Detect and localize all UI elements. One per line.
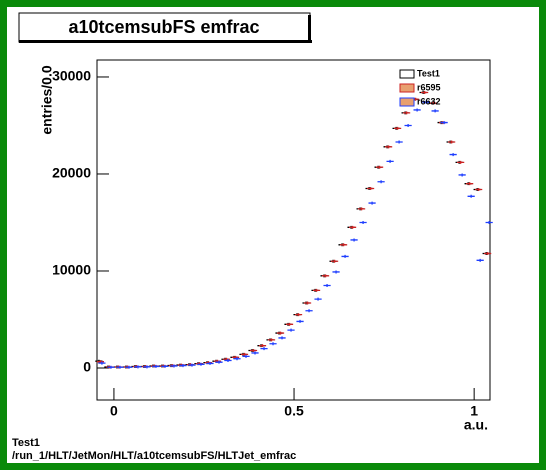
footer-text: /run_1/HLT/JetMon/HLT/a10tcemsubFS/HLTJe… xyxy=(12,450,296,462)
data-point xyxy=(278,336,286,340)
data-point xyxy=(125,365,133,369)
data-point xyxy=(107,365,115,369)
data-point xyxy=(430,101,438,105)
data-point xyxy=(258,344,267,348)
chart-title: a10tcemsubFS emfrac xyxy=(68,17,259,37)
data-point xyxy=(375,165,384,169)
data-point xyxy=(215,360,223,364)
data-point xyxy=(467,194,475,198)
footer-text: Test1 xyxy=(12,437,40,449)
legend-swatch xyxy=(399,83,415,93)
data-point xyxy=(485,220,493,224)
x-tick-label: 1 xyxy=(470,403,478,419)
data-point xyxy=(403,111,411,115)
data-point xyxy=(134,365,142,369)
x-tick-label: 0 xyxy=(110,403,118,419)
data-point xyxy=(395,140,403,144)
data-point xyxy=(152,364,160,368)
data-point xyxy=(458,173,466,177)
data-point xyxy=(368,201,376,205)
y-tick-label: 10000 xyxy=(52,262,91,278)
data-point xyxy=(341,254,349,258)
data-point xyxy=(296,319,304,323)
legend-swatch xyxy=(399,69,415,79)
legend-label: r6632 xyxy=(417,96,441,106)
data-point xyxy=(276,331,285,335)
data-point xyxy=(179,364,187,368)
data-point xyxy=(285,322,294,326)
data-point xyxy=(251,351,259,355)
y-tick-label: 30000 xyxy=(52,68,91,84)
data-point xyxy=(357,207,366,211)
data-point xyxy=(386,159,394,163)
data-point xyxy=(312,288,321,292)
data-point xyxy=(294,313,303,317)
plot-frame xyxy=(96,59,491,401)
legend-label: Test1 xyxy=(417,68,440,78)
data-point xyxy=(249,349,258,353)
data-point xyxy=(404,123,412,127)
data-point xyxy=(303,301,312,305)
data-point xyxy=(449,153,457,157)
x-tick-label: 0.5 xyxy=(284,403,304,419)
data-point xyxy=(431,109,439,113)
data-point xyxy=(116,365,124,369)
data-point xyxy=(466,182,474,186)
data-point xyxy=(475,188,483,192)
y-tick-label: 20000 xyxy=(52,165,91,181)
data-point xyxy=(242,354,250,358)
data-point xyxy=(348,225,357,229)
data-point xyxy=(98,361,106,365)
data-point xyxy=(143,365,151,369)
data-point xyxy=(233,357,241,361)
y-axis-label: entries/0.0 xyxy=(39,65,55,134)
data-point xyxy=(377,180,385,184)
data-point xyxy=(339,243,348,247)
data-point xyxy=(269,342,277,346)
data-point xyxy=(422,100,430,104)
data-point xyxy=(314,297,322,301)
data-point xyxy=(260,347,268,351)
legend-label: r6595 xyxy=(417,82,441,92)
data-point xyxy=(457,160,465,164)
data-point xyxy=(448,140,456,144)
title-shadow xyxy=(308,15,311,43)
data-point xyxy=(161,364,169,368)
data-point xyxy=(350,238,358,242)
data-point xyxy=(366,187,375,191)
data-point xyxy=(287,328,295,332)
x-axis-label: a.u. xyxy=(464,417,488,433)
data-point xyxy=(359,220,367,224)
data-point xyxy=(476,258,484,262)
data-point xyxy=(267,338,276,342)
data-point xyxy=(240,352,249,356)
data-point xyxy=(330,259,339,263)
title-shadow xyxy=(19,40,312,43)
data-point xyxy=(188,363,196,367)
y-tick-label: 0 xyxy=(83,359,91,375)
data-point xyxy=(321,274,330,278)
data-point xyxy=(323,284,331,288)
data-point xyxy=(305,309,313,313)
data-point xyxy=(394,126,402,130)
data-point xyxy=(413,108,421,112)
data-point xyxy=(332,270,340,274)
data-point xyxy=(421,90,429,94)
data-point xyxy=(197,362,205,366)
legend-swatch xyxy=(399,97,415,107)
data-point xyxy=(484,252,492,256)
data-point xyxy=(224,359,232,363)
data-point xyxy=(170,364,178,368)
data-point xyxy=(440,121,448,125)
canvas xyxy=(7,7,539,463)
data-point xyxy=(384,145,393,149)
data-point xyxy=(206,361,214,365)
